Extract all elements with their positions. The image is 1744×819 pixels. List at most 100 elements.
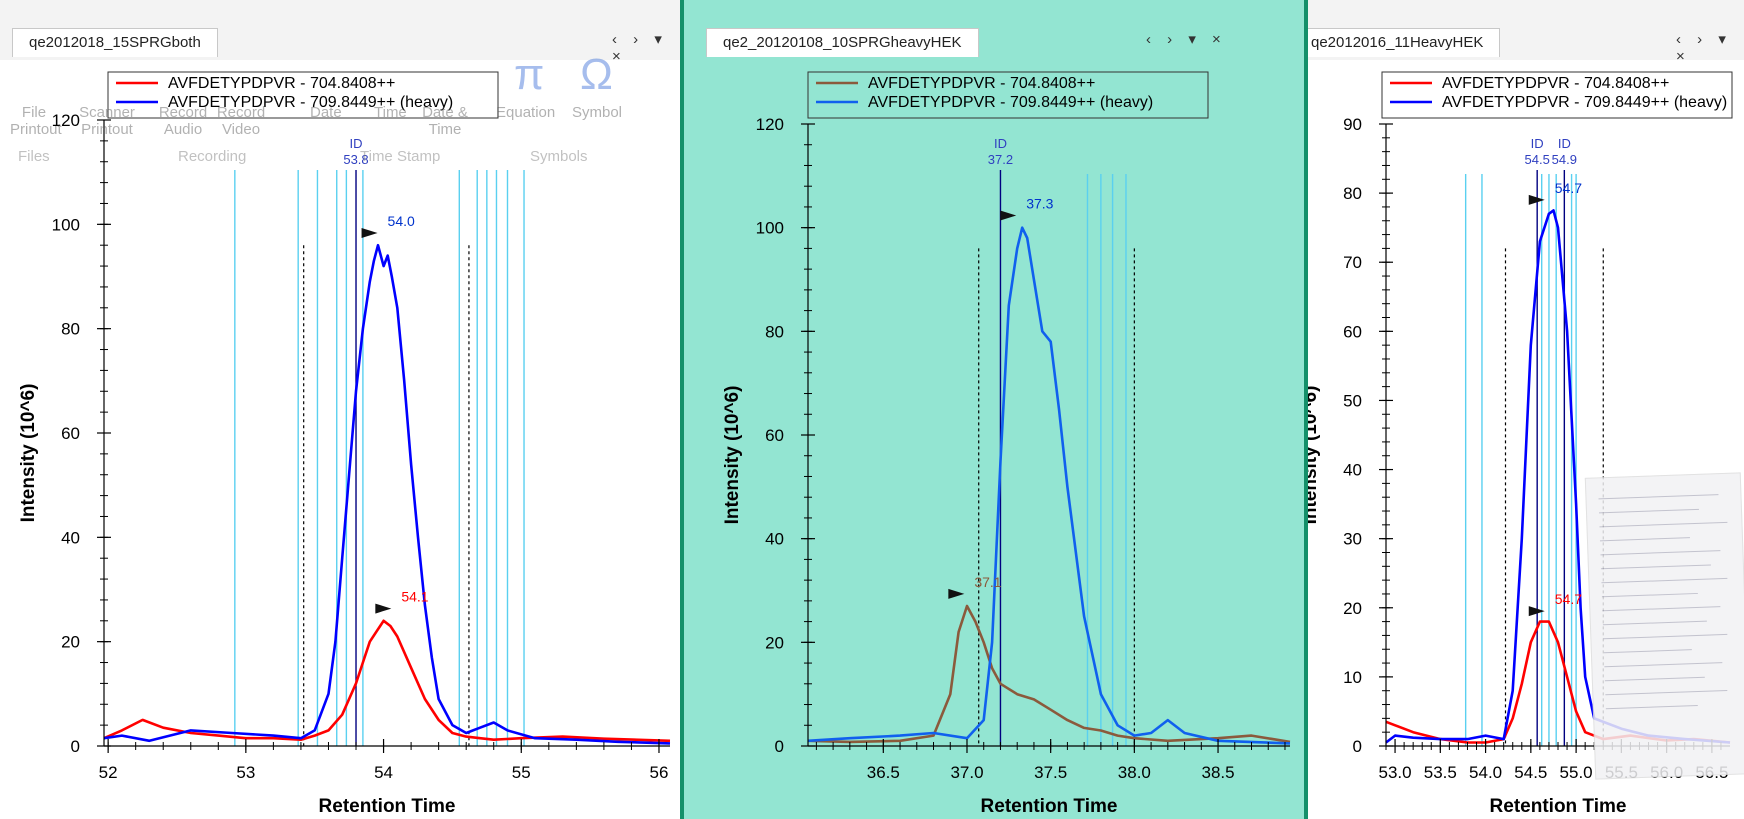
y-axis-label: Intensity (10^6) <box>722 386 743 525</box>
x-tick-label: 56 <box>650 763 669 782</box>
y-tick-label: 40 <box>765 530 784 549</box>
ribbon-item-scanner-printout[interactable]: Scanner Printout <box>79 104 135 138</box>
y-tick-label: 60 <box>1343 322 1362 341</box>
y-tick-label: 100 <box>52 215 80 234</box>
peak-apex-label: 37.3 <box>1026 195 1053 211</box>
x-tick-label: 55 <box>512 763 531 782</box>
y-tick-label: 90 <box>1343 115 1362 134</box>
x-tick-label: 54.5 <box>1514 763 1547 782</box>
y-tick-label: 70 <box>1343 253 1362 272</box>
tab-controls[interactable]: ‹ › ▾ × <box>1676 31 1732 65</box>
highlight-border-right <box>1304 0 1308 819</box>
peak-apex-flag-icon <box>1528 194 1545 205</box>
y-tick-label: 30 <box>1343 530 1362 549</box>
x-axis-label: Retention Time <box>981 796 1118 817</box>
series-line-heavy <box>807 226 1291 745</box>
y-tick-label: 120 <box>756 115 784 134</box>
tab-controls[interactable]: ‹ › ▾ × <box>1146 31 1227 48</box>
x-tick-label: 52 <box>99 763 118 782</box>
peak-apex-flag-icon <box>1000 210 1017 221</box>
y-tick-label: 40 <box>1343 461 1362 480</box>
ribbon-group-symbols: Symbols <box>530 148 588 165</box>
y-tick-label: 80 <box>61 320 80 339</box>
ribbon-item-date[interactable]: Date <box>310 104 342 121</box>
legend-entry-label: AVFDETYPDPVR - 709.8449++ (heavy) <box>1442 94 1727 111</box>
id-marker-value: 54.5 <box>1525 152 1550 167</box>
ribbon-item-date-time[interactable]: Date & Time <box>422 104 468 138</box>
tab-panel-1[interactable]: qe2012018_15SPRGboth <box>12 28 218 57</box>
legend-box <box>107 71 499 119</box>
omega-icon: Ω <box>580 50 613 99</box>
chart-panel-1: qe2012018_15SPRGboth ‹ › ▾ × ID 53.8 0 20 40… <box>0 0 680 819</box>
y-tick-label: 60 <box>765 426 784 445</box>
ribbon-item-record-audio[interactable]: Record Audio <box>158 104 208 138</box>
y-tick-label: 20 <box>61 633 80 652</box>
y-tick-label: 80 <box>1343 184 1362 203</box>
legend-entry-label: AVFDETYPDPVR - 704.8408++ <box>168 75 395 92</box>
y-tick-label: 120 <box>52 111 80 130</box>
y-tick-label: 20 <box>765 633 784 652</box>
x-tick-label: 37.5 <box>1034 763 1067 782</box>
peak-apex-label: 54.1 <box>401 589 428 605</box>
pi-icon: π <box>514 50 545 99</box>
id-marker-value: 53.8 <box>343 152 368 167</box>
ribbon-item-record-video[interactable]: Record Video <box>216 104 266 138</box>
legend-entry-label: AVFDETYPDPVR - 709.8449++ (heavy) <box>168 94 453 111</box>
highlight-border-left <box>680 0 684 819</box>
x-tick-label: 53.0 <box>1379 763 1412 782</box>
y-tick-label: 50 <box>1343 391 1362 410</box>
ribbon-item-symbol[interactable]: Symbol <box>572 104 623 121</box>
id-marker-label: ID <box>994 136 1007 151</box>
tab-controls[interactable]: ‹ › ▾ × <box>612 31 668 65</box>
ribbon-item-time[interactable]: Time <box>374 104 407 121</box>
ribbon-toolbar-overlay: File Printout Scanner Printout Record Au… <box>8 50 680 166</box>
peak-apex-label: 37.1 <box>974 574 1001 590</box>
id-marker-value: 37.2 <box>988 152 1013 167</box>
x-tick-label: 54.0 <box>1469 763 1502 782</box>
ribbon-group-recording: Recording <box>178 148 247 165</box>
id-marker-value: 54.9 <box>1552 152 1577 167</box>
series-line-light <box>103 619 671 743</box>
x-tick-label: 36.5 <box>867 763 900 782</box>
legend-box <box>807 71 1209 119</box>
legend-entry-label: AVFDETYPDPVR - 704.8408++ <box>1442 75 1669 92</box>
chart-panel-2: qe2_20120108_10SPRGheavyHEK ‹ › ▾ × ID 37… <box>684 0 1304 819</box>
tab-panel-3[interactable]: qe2012016_11HeavyHEK <box>1308 28 1501 57</box>
legend-box <box>1381 71 1733 119</box>
x-tick-label: 53.5 <box>1424 763 1457 782</box>
y-tick-label: 0 <box>775 737 784 756</box>
legend-entry-label: AVFDETYPDPVR - 709.8449++ (heavy) <box>868 94 1153 111</box>
ribbon-item-file-printout[interactable]: File Printout <box>10 104 62 138</box>
y-tick-label: 80 <box>765 322 784 341</box>
id-marker-label: ID <box>1558 136 1571 151</box>
peak-apex-label: 54.7 <box>1555 591 1582 607</box>
y-tick-label: 10 <box>1343 668 1362 687</box>
id-marker-label: ID <box>1531 136 1544 151</box>
y-axis-label: Intensity (10^6) <box>18 384 39 523</box>
peak-apex-flag-icon <box>375 603 392 614</box>
y-tick-label: 0 <box>1353 737 1362 756</box>
ribbon-item-equation[interactable]: Equation <box>496 104 556 121</box>
tab-panel-2[interactable]: qe2_20120108_10SPRGheavyHEK <box>706 28 979 57</box>
peak-apex-flag-icon <box>948 588 965 599</box>
ribbon-group-time-stamp: Time Stamp <box>360 148 441 165</box>
series-line-heavy <box>103 243 671 745</box>
x-tick-label: 37.0 <box>950 763 983 782</box>
y-tick-label: 60 <box>61 424 80 443</box>
x-tick-label: 55.0 <box>1560 763 1593 782</box>
y-tick-label: 100 <box>756 219 784 238</box>
y-tick-label: 0 <box>71 737 80 756</box>
x-axis-label: Retention Time <box>1490 796 1627 817</box>
peak-apex-flag-icon <box>1528 606 1545 617</box>
y-tick-label: 20 <box>1343 599 1362 618</box>
x-tick-label: 53 <box>236 763 255 782</box>
x-tick-label: 38.5 <box>1201 763 1234 782</box>
series-line-light <box>807 604 1291 744</box>
id-marker-label: ID <box>350 136 363 151</box>
y-axis-label: Intensity (10^6) <box>1308 386 1321 525</box>
y-tick-label: 40 <box>61 528 80 547</box>
x-tick-label: 38.0 <box>1118 763 1151 782</box>
ribbon-group-files: Files <box>18 148 50 165</box>
